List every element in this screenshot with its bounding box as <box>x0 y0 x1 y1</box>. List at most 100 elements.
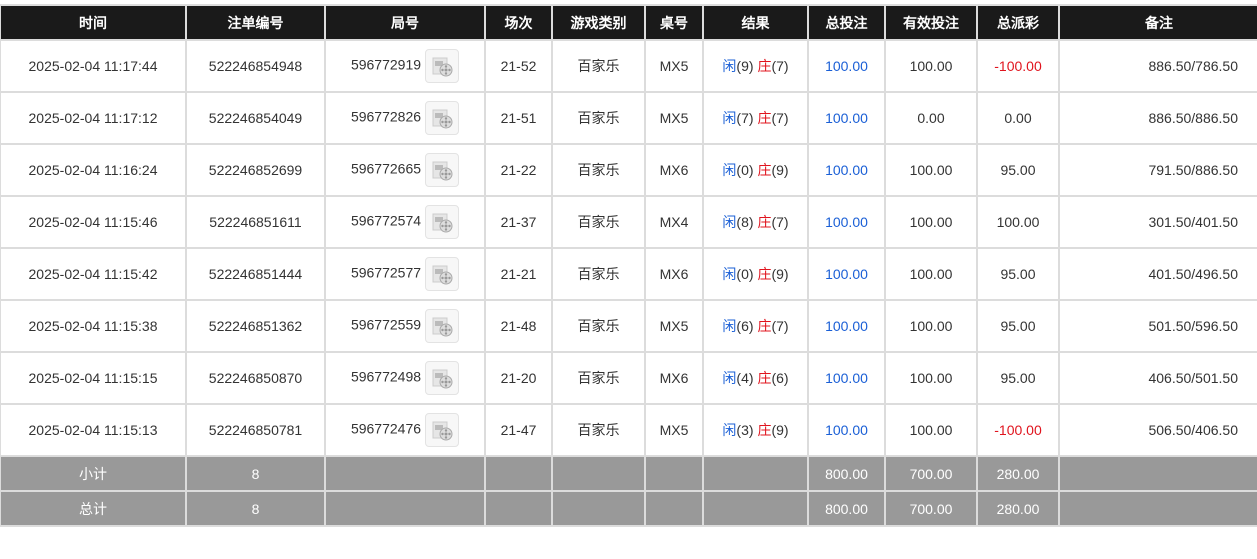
time-cell: 2025-02-04 11:15:38 <box>0 299 187 353</box>
player-label: 闲 <box>722 318 737 334</box>
valid-bet-cell: 100.00 <box>884 143 978 197</box>
round-number: 596772476 <box>350 420 422 437</box>
video-replay-icon[interactable] <box>425 153 460 187</box>
note-cell: 791.50/886.50 <box>1058 143 1257 197</box>
video-replay-icon[interactable] <box>425 49 460 83</box>
bet-id-cell: 522246852699 <box>185 143 326 197</box>
note-cell: 301.50/401.50 <box>1058 195 1257 249</box>
table-no-cell: MX4 <box>644 195 704 249</box>
table-no-cell: MX5 <box>644 39 704 93</box>
banker-label: 庄 <box>757 370 772 386</box>
valid-bet-cell: 100.00 <box>884 195 978 249</box>
bet-id-cell: 522246854948 <box>185 39 326 93</box>
table-no-cell: MX6 <box>644 143 704 197</box>
total-bet-cell: 100.00 <box>807 247 886 301</box>
game-type-cell: 百家乐 <box>551 91 646 145</box>
round-number: 596772826 <box>350 108 422 125</box>
shoe-cell: 21-52 <box>484 39 553 93</box>
table-row: 2025-02-04 11:15:46 522246851611 5967725… <box>0 195 1257 249</box>
banker-score: (9) <box>771 422 789 438</box>
result-cell: 闲(6) 庄(7) <box>702 299 809 353</box>
header-table-no: 桌号 <box>644 4 704 41</box>
banker-score: (7) <box>771 110 789 126</box>
payout-cell: 95.00 <box>976 299 1060 353</box>
header-shoe: 场次 <box>484 4 553 41</box>
banker-label: 庄 <box>757 58 772 74</box>
table-no-cell: MX6 <box>644 351 704 405</box>
note-cell: 886.50/886.50 <box>1058 91 1257 145</box>
player-score: (6) <box>736 318 754 334</box>
player-score: (8) <box>736 214 754 230</box>
result-cell: 闲(0) 庄(9) <box>702 247 809 301</box>
result-cell: 闲(8) 庄(7) <box>702 195 809 249</box>
round-number: 596772919 <box>350 56 422 73</box>
result-cell: 闲(9) 庄(7) <box>702 39 809 93</box>
player-label: 闲 <box>722 422 737 438</box>
total-bet-cell: 100.00 <box>807 143 886 197</box>
time-cell: 2025-02-04 11:15:15 <box>0 351 187 405</box>
valid-bet-cell: 100.00 <box>884 403 978 457</box>
summary-row: 小计 8 800.00 700.00 280.00 <box>0 455 1257 492</box>
game-type-cell: 百家乐 <box>551 39 646 93</box>
payout-cell: 100.00 <box>976 195 1060 249</box>
video-replay-icon[interactable] <box>425 413 460 447</box>
video-replay-icon[interactable] <box>425 257 460 291</box>
time-cell: 2025-02-04 11:17:44 <box>0 39 187 93</box>
shoe-cell: 21-22 <box>484 143 553 197</box>
note-cell: 506.50/406.50 <box>1058 403 1257 457</box>
player-score: (7) <box>736 110 754 126</box>
valid-bet-cell: 100.00 <box>884 247 978 301</box>
valid-bet-cell: 100.00 <box>884 39 978 93</box>
time-cell: 2025-02-04 11:17:12 <box>0 91 187 145</box>
player-score: (9) <box>736 58 754 74</box>
summary-total-bet: 800.00 <box>807 455 886 492</box>
payout-cell: 95.00 <box>976 351 1060 405</box>
result-cell: 闲(4) 庄(6) <box>702 351 809 405</box>
total-bet-cell: 100.00 <box>807 351 886 405</box>
payout-cell: 0.00 <box>976 91 1060 145</box>
video-replay-icon[interactable] <box>425 361 460 395</box>
video-replay-icon[interactable] <box>425 309 460 343</box>
bet-id-cell: 522246850781 <box>185 403 326 457</box>
time-cell: 2025-02-04 11:16:24 <box>0 143 187 197</box>
round-number: 596772665 <box>350 160 422 177</box>
total-bet-cell: 100.00 <box>807 195 886 249</box>
table-no-cell: MX6 <box>644 247 704 301</box>
table-row: 2025-02-04 11:15:42 522246851444 5967725… <box>0 247 1257 301</box>
total-bet-cell: 100.00 <box>807 299 886 353</box>
result-cell: 闲(0) 庄(9) <box>702 143 809 197</box>
player-label: 闲 <box>722 214 737 230</box>
banker-score: (6) <box>771 370 789 386</box>
payout-cell: 95.00 <box>976 143 1060 197</box>
round-number: 596772498 <box>350 368 422 385</box>
bet-id-cell: 522246854049 <box>185 91 326 145</box>
summary-row: 总计 8 800.00 700.00 280.00 <box>0 490 1257 527</box>
total-bet-cell: 100.00 <box>807 91 886 145</box>
player-score: (0) <box>736 162 754 178</box>
summary-count: 8 <box>185 490 326 527</box>
round-cell: 596772919 <box>324 39 486 93</box>
table-row: 2025-02-04 11:15:15 522246850870 5967724… <box>0 351 1257 405</box>
video-replay-icon[interactable] <box>425 205 460 239</box>
video-replay-icon[interactable] <box>425 101 460 135</box>
valid-bet-cell: 100.00 <box>884 351 978 405</box>
table-row: 2025-02-04 11:15:13 522246850781 5967724… <box>0 403 1257 457</box>
header-note: 备注 <box>1058 4 1257 41</box>
game-type-cell: 百家乐 <box>551 351 646 405</box>
table-row: 2025-02-04 11:17:12 522246854049 5967728… <box>0 91 1257 145</box>
header-bet-id: 注单编号 <box>185 4 326 41</box>
payout-cell: 95.00 <box>976 247 1060 301</box>
game-type-cell: 百家乐 <box>551 403 646 457</box>
banker-score: (9) <box>771 266 789 282</box>
round-cell: 596772476 <box>324 403 486 457</box>
round-cell: 596772559 <box>324 299 486 353</box>
note-cell: 401.50/496.50 <box>1058 247 1257 301</box>
bet-id-cell: 522246851362 <box>185 299 326 353</box>
round-number: 596772559 <box>350 316 422 333</box>
summary-label: 小计 <box>0 455 187 492</box>
shoe-cell: 21-51 <box>484 91 553 145</box>
player-label: 闲 <box>722 162 737 178</box>
bet-records-table: 时间 注单编号 局号 场次 游戏类别 桌号 结果 总投注 有效投注 总派彩 备注 2025-02-0… <box>0 4 1257 527</box>
summary-label: 总计 <box>0 490 187 527</box>
result-cell: 闲(7) 庄(7) <box>702 91 809 145</box>
